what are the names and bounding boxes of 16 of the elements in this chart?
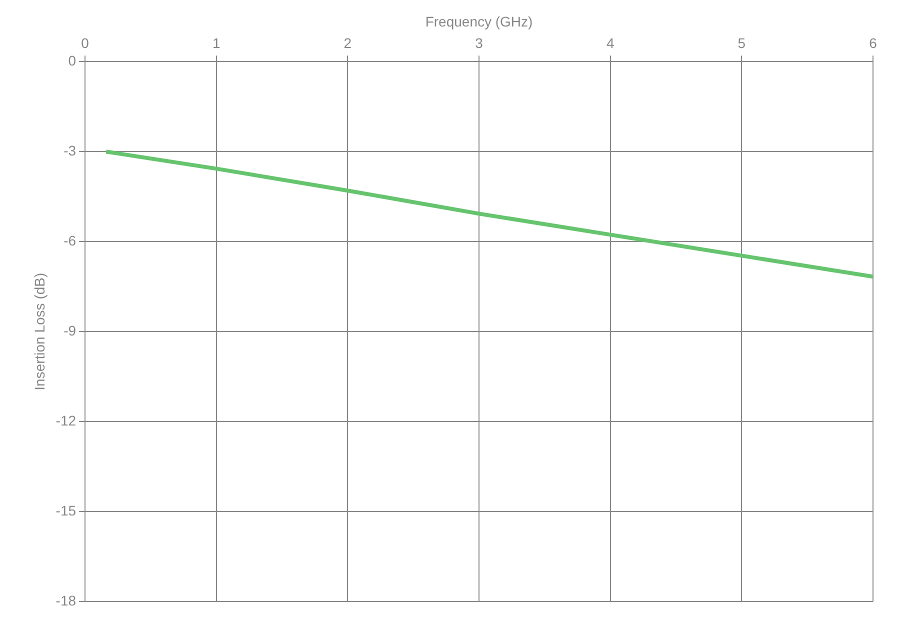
x-tick-label: 1 <box>212 35 220 52</box>
y-axis-title: Insertion Loss (dB) <box>31 272 48 390</box>
x-axis-title: Frequency (GHz) <box>425 13 533 30</box>
x-tick-label: 6 <box>869 35 878 52</box>
x-tick-label: 5 <box>738 35 746 52</box>
x-tick-label: 3 <box>475 35 484 52</box>
y-tick-label: -12 <box>56 412 76 428</box>
x-tick-label: 0 <box>81 35 90 52</box>
y-tick-label: -9 <box>64 322 76 338</box>
x-tick-label: 2 <box>344 35 352 52</box>
x-tick-label: 4 <box>606 35 614 52</box>
y-tick-label: 0 <box>68 52 76 68</box>
y-tick-label: -6 <box>64 232 76 248</box>
y-tick-label: -15 <box>56 502 76 518</box>
y-tick-label: -18 <box>56 592 76 608</box>
y-tick-label: -3 <box>64 142 76 158</box>
